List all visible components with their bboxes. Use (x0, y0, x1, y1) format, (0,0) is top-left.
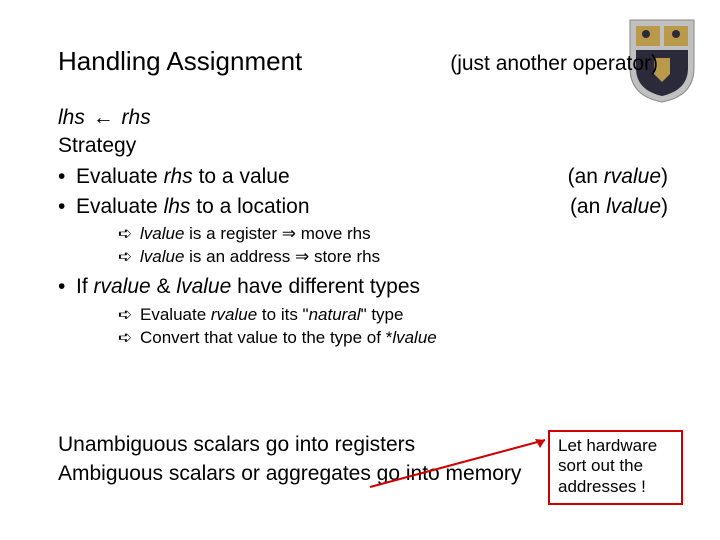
strategy-label: Strategy (58, 132, 668, 160)
sub-item: ➪ Convert that value to the type of *lva… (118, 327, 668, 350)
assignment-expression: lhs ← rhs (58, 104, 668, 132)
callout-line: Let hardware (558, 436, 673, 456)
callout-line: sort out the (558, 456, 673, 476)
bullet-item: • Evaluate lhs to a location (an lvalue) (58, 193, 668, 221)
sub-item: ➪ lvalue is a register ⇒ move rhs (118, 223, 668, 246)
callout-box: Let hardware sort out the addresses ! (548, 430, 683, 505)
bullet-text: Evaluate lhs to a location (76, 193, 310, 221)
bullet-text: If rvalue & lvalue have different types (76, 273, 668, 301)
sub-item: ➪ lvalue is an address ⇒ store rhs (118, 246, 668, 269)
title-row: Handling Assignment (just another operat… (58, 46, 658, 77)
bullet-icon: • (58, 163, 76, 191)
bottom-text: Unambiguous scalars go into registers Am… (58, 430, 521, 489)
content-block: lhs ← rhs Strategy • Evaluate rhs to a v… (58, 104, 668, 349)
arrow-icon: ➪ (118, 327, 140, 350)
bullet-text: Evaluate rhs to a value (76, 163, 290, 191)
bullet-icon: • (58, 273, 76, 301)
slide-subtitle: (just another operator) (450, 52, 658, 76)
sub-list: ➪ lvalue is a register ⇒ move rhs ➪ lval… (118, 223, 668, 269)
bullet-icon: • (58, 193, 76, 221)
sub-item: ➪ Evaluate rvalue to its "natural" type (118, 304, 668, 327)
rhs-label: rhs (122, 106, 151, 129)
bottom-line: Ambiguous scalars or aggregates go into … (58, 459, 521, 488)
lhs-label: lhs (58, 106, 85, 129)
bullet-right: (an lvalue) (570, 193, 668, 221)
slide: Handling Assignment (just another operat… (0, 0, 720, 540)
arrow-icon: ➪ (118, 246, 140, 269)
bullet-right: (an rvalue) (568, 163, 668, 191)
left-arrow-icon: ← (91, 106, 116, 129)
slide-title: Handling Assignment (58, 46, 302, 77)
bottom-line: Unambiguous scalars go into registers (58, 430, 521, 459)
callout-line: addresses ! (558, 477, 673, 497)
sub-list: ➪ Evaluate rvalue to its "natural" type … (118, 304, 668, 350)
arrow-icon: ➪ (118, 304, 140, 327)
bullet-item: • Evaluate rhs to a value (an rvalue) (58, 163, 668, 191)
arrow-icon: ➪ (118, 223, 140, 246)
bullet-item: • If rvalue & lvalue have different type… (58, 273, 668, 301)
